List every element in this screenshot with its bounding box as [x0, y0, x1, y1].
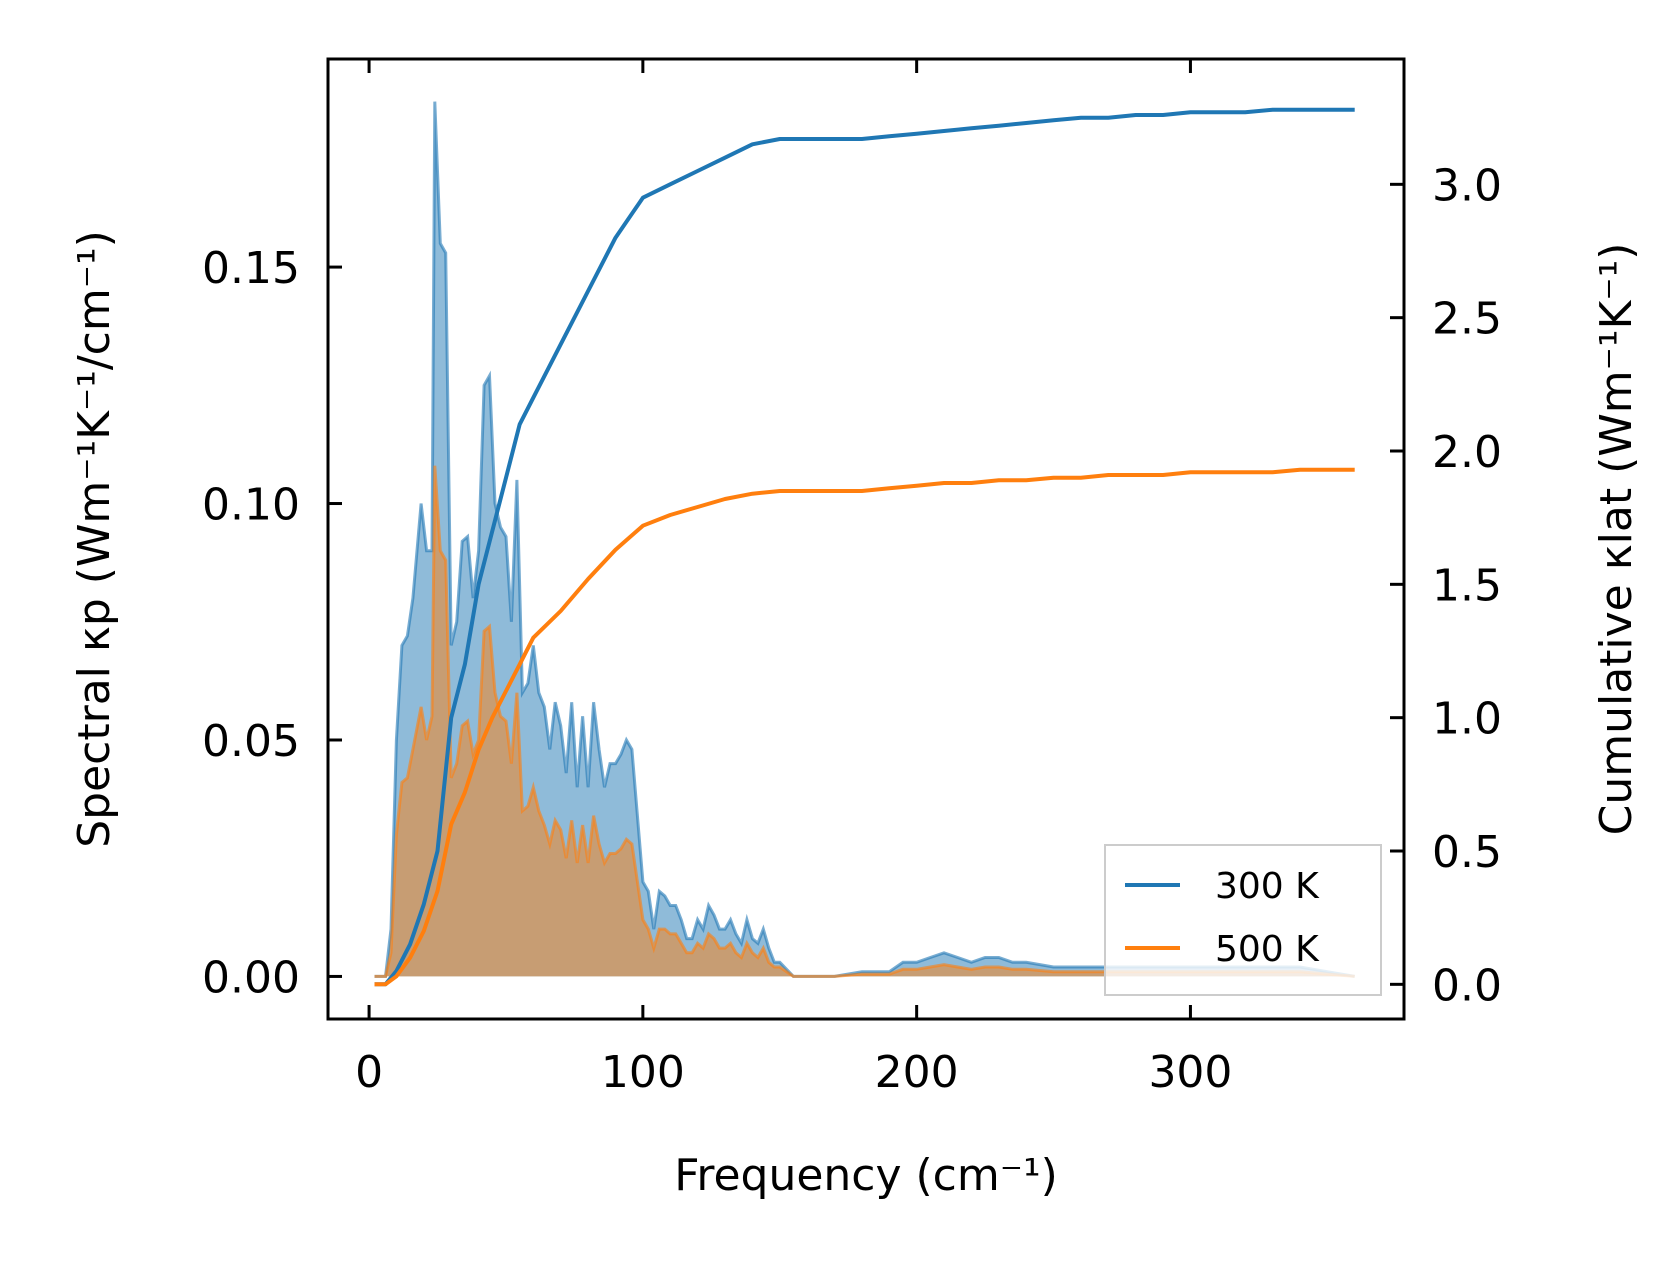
- y-left-tick-label: 0.10: [202, 480, 300, 531]
- cumulative-line-500k: [374, 467, 1355, 987]
- spectral-area-500k: [374, 465, 1355, 977]
- x-tick-label: 100: [601, 1047, 685, 1098]
- y-right-tick-label: 0.0: [1432, 960, 1502, 1011]
- plot-frame: [326, 57, 1406, 1021]
- legend: 300 K 500 K: [1104, 844, 1382, 996]
- x-tick-label: 0: [355, 1047, 383, 1098]
- x-axis-label: Frequency (cm⁻¹): [674, 1150, 1058, 1201]
- y-right-tick-label: 1.5: [1432, 560, 1502, 611]
- y-axis-right-label: Cumulative κlat (Wm⁻¹K⁻¹): [1591, 243, 1642, 836]
- legend-box: [1104, 844, 1382, 996]
- cumulative-line-300k: [374, 107, 1355, 987]
- y-axis-left-label: Spectral κp (Wm⁻¹K⁻¹/cm⁻¹): [69, 230, 120, 848]
- y-right-tick-label: 3.0: [1432, 160, 1502, 211]
- y-right-tick-label: 2.5: [1432, 294, 1502, 345]
- spectral-layer: [374, 101, 1355, 978]
- y-right-tick-label: 0.5: [1432, 827, 1502, 878]
- y-left-tick-label: 0.05: [202, 716, 300, 767]
- x-tick-label: 200: [875, 1047, 959, 1098]
- y-right-tick-label: 1.0: [1432, 694, 1502, 745]
- spectral-edge-300k: [374, 101, 1355, 978]
- ticks-layer: 0 100 200 300 0.00 0.05 0.10 0.15 0.0 0.5 1.0 1.5 2.…: [202, 59, 1502, 1098]
- cumulative-layer: [374, 107, 1355, 987]
- spectral-edge-500k: [374, 465, 1355, 978]
- y-right-tick-label: 2.0: [1432, 427, 1502, 478]
- x-tick-label: 300: [1148, 1047, 1232, 1098]
- legend-label-500k: 500 K: [1215, 929, 1320, 970]
- legend-label-300k: 300 K: [1215, 866, 1320, 907]
- y-left-tick-label: 0.00: [202, 952, 300, 1003]
- y-left-tick-label: 0.15: [202, 243, 300, 294]
